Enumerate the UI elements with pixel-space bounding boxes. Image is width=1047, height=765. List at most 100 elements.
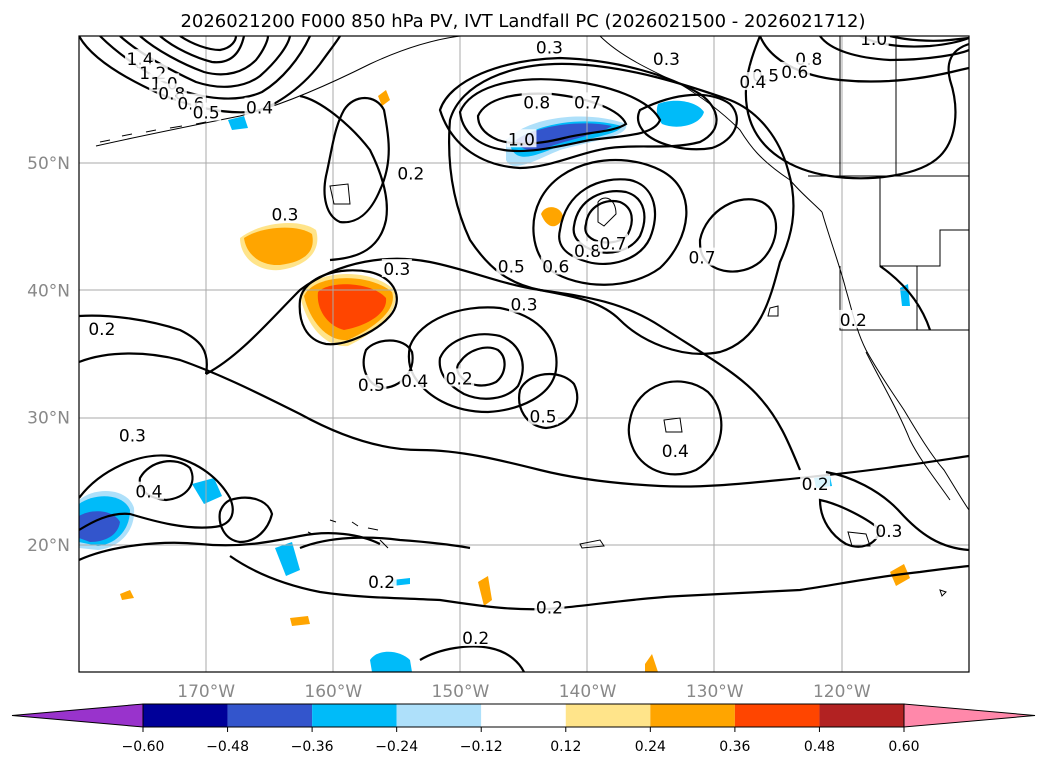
- colorbar-tick-label: −0.12: [460, 739, 503, 755]
- lon-tick-label: 130°W: [686, 682, 744, 702]
- negative-anomaly-region: [370, 651, 412, 672]
- pv-contour: [636, 93, 738, 151]
- contour-label: 0.4: [135, 483, 162, 503]
- lat-tick-label: 40°N: [27, 281, 70, 301]
- pv-contour: [159, 36, 246, 64]
- contour-label: 0.6: [781, 63, 808, 83]
- contour-label-bg: [381, 259, 412, 278]
- contour-label: 0.5: [193, 104, 220, 124]
- contour-label: 0.3: [875, 522, 902, 542]
- contour-label-bg: [572, 241, 603, 260]
- pv-contour: [758, 36, 969, 83]
- contour-label-bg: [651, 49, 682, 68]
- contour-label-bg: [509, 294, 539, 313]
- shaded-anomaly-regions: [79, 90, 910, 672]
- pv-contour: [79, 314, 208, 375]
- pv-contour: [419, 645, 525, 672]
- colorbar-extend-max: [903, 703, 1036, 728]
- contour-label: 0.7: [688, 249, 715, 269]
- contour-label-bg: [528, 406, 559, 425]
- pv-contour: [218, 496, 274, 544]
- negative-anomaly-region: [656, 100, 704, 127]
- contour-labels: 0.30.30.80.60.50.41.00.80.71.00.40.20.30…: [86, 36, 904, 649]
- contour-label: 0.5: [498, 258, 525, 278]
- coastlines: [95, 36, 969, 597]
- contour-label-bg: [598, 233, 628, 252]
- negative-anomaly-region: [192, 478, 222, 504]
- contour-label: 0.2: [446, 369, 473, 389]
- pv-contour: [79, 352, 969, 488]
- lat-tick-label: 50°N: [27, 154, 70, 174]
- contour-label-bg: [858, 36, 889, 47]
- lon-tick-label: 170°W: [177, 682, 235, 702]
- contour-label-bg: [269, 204, 300, 223]
- negative-anomaly-region: [79, 511, 120, 542]
- contour-label-bg: [534, 597, 565, 616]
- contour-label-bg: [506, 129, 537, 148]
- contour-label-bg: [838, 309, 869, 328]
- map-frame: [78, 35, 970, 673]
- contour-label: 0.3: [119, 427, 146, 447]
- north-america-west-coastline: [821, 211, 969, 511]
- lat-tick-label: 30°N: [27, 409, 70, 429]
- contour-label-bg: [395, 163, 426, 182]
- pv-contour: [819, 36, 969, 62]
- positive-anomaly-region: [120, 590, 134, 600]
- pv-contour: [744, 36, 969, 180]
- pv-contour: [139, 36, 270, 76]
- contour-label: 1.0: [508, 130, 535, 150]
- chart-title: 2026021200 F000 850 hPa PV, IVT Landfall…: [180, 11, 865, 32]
- contour-label: 0.5: [358, 376, 385, 396]
- contour-label-bg: [117, 425, 148, 444]
- contour-label: 0.8: [574, 242, 601, 262]
- colorbar-segment: [650, 704, 735, 727]
- contour-label-bg: [125, 49, 156, 68]
- pv-contour: [323, 96, 390, 224]
- positive-anomaly-region: [317, 284, 387, 330]
- state-boundaries: [839, 176, 969, 331]
- contour-label: 0.2: [397, 165, 424, 185]
- contour-label: 0.7: [574, 93, 601, 113]
- colorbar-extend-min: [11, 703, 144, 728]
- contour-label-bg: [133, 481, 164, 500]
- colorbar-tick-label: −0.60: [122, 739, 165, 755]
- pv-contour: [627, 380, 723, 476]
- contour-label-bg: [86, 318, 117, 337]
- contour-label: 0.4: [246, 99, 273, 119]
- contour-label: 0.4: [401, 372, 428, 392]
- contour-label: 0.7: [599, 235, 626, 255]
- contour-label: 0.6: [542, 258, 569, 278]
- pv-contour: [879, 265, 932, 331]
- contour-label-bg: [399, 370, 430, 389]
- contour-label-bg: [191, 102, 222, 121]
- colorbar-tick-label: −0.48: [206, 739, 249, 755]
- pv-contour: [298, 269, 398, 346]
- colorbar: −0.60 −0.48 −0.36 −0.24 −0.12 0.12 0.24 0.36 0.4…: [11, 703, 1036, 755]
- contour-label-bg: [779, 61, 810, 80]
- lon-tick-label: 120°W: [813, 682, 871, 702]
- pv-contour: [825, 470, 969, 552]
- contour-label: 0.2: [88, 320, 115, 340]
- contour-label-bg: [572, 92, 603, 111]
- colorbar-tick-label: 0.12: [550, 739, 581, 755]
- pv-contour: [438, 56, 718, 170]
- lon-tick-label: 160°W: [304, 682, 362, 702]
- contour-label: 0.4: [739, 73, 766, 93]
- colorbar-tick-label: 0.36: [719, 739, 750, 755]
- contour-label: 0.3: [536, 39, 563, 59]
- colorbar-segment: [565, 704, 651, 727]
- colorbar-segment: [481, 704, 566, 727]
- contour-label: 0.2: [840, 311, 867, 331]
- positive-anomaly-region: [378, 90, 390, 106]
- pv-contour: [79, 454, 234, 531]
- contour-label-bg: [800, 474, 831, 493]
- baja-california-coastline: [865, 351, 951, 501]
- negative-anomaly-region: [228, 116, 248, 130]
- contour-label-bg: [540, 256, 571, 275]
- aleutian-islands: [99, 121, 207, 143]
- pv-contour: [299, 94, 388, 262]
- alaska-panhandle-coastline: [599, 36, 823, 213]
- positive-anomaly-region: [290, 616, 310, 626]
- contour-label: 0.2: [368, 573, 395, 593]
